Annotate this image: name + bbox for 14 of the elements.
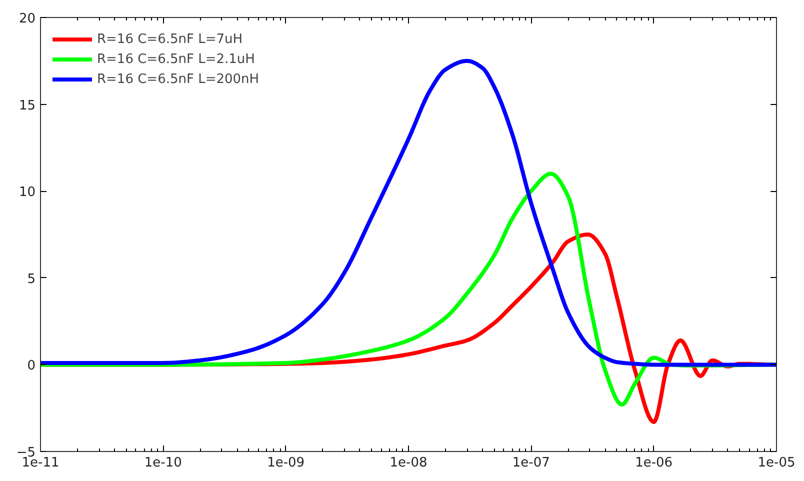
y-tick-label: 20 [18, 12, 36, 26]
x-tick-label: 1e-05 [758, 456, 796, 470]
y-tick-label: 5 [27, 272, 36, 287]
legend-label: R=16 C=6.5nF L=2.1uH [97, 52, 255, 66]
legend-label: R=16 C=6.5nF L=7uH [97, 32, 243, 46]
x-tick-label: 1e-09 [267, 456, 305, 470]
x-tick-label: 1e-10 [144, 456, 182, 470]
x-tick-label: 1e-06 [635, 456, 673, 470]
y-tick-label: 15 [18, 98, 36, 114]
y-tick-label: 0 [27, 358, 36, 374]
legend-label: R=16 C=6.5nF L=200nH [97, 72, 260, 86]
x-tick-label: 1e-07 [512, 456, 550, 470]
x-tick-label: 1e-08 [390, 456, 428, 470]
y-tick-label: 10 [18, 185, 36, 200]
